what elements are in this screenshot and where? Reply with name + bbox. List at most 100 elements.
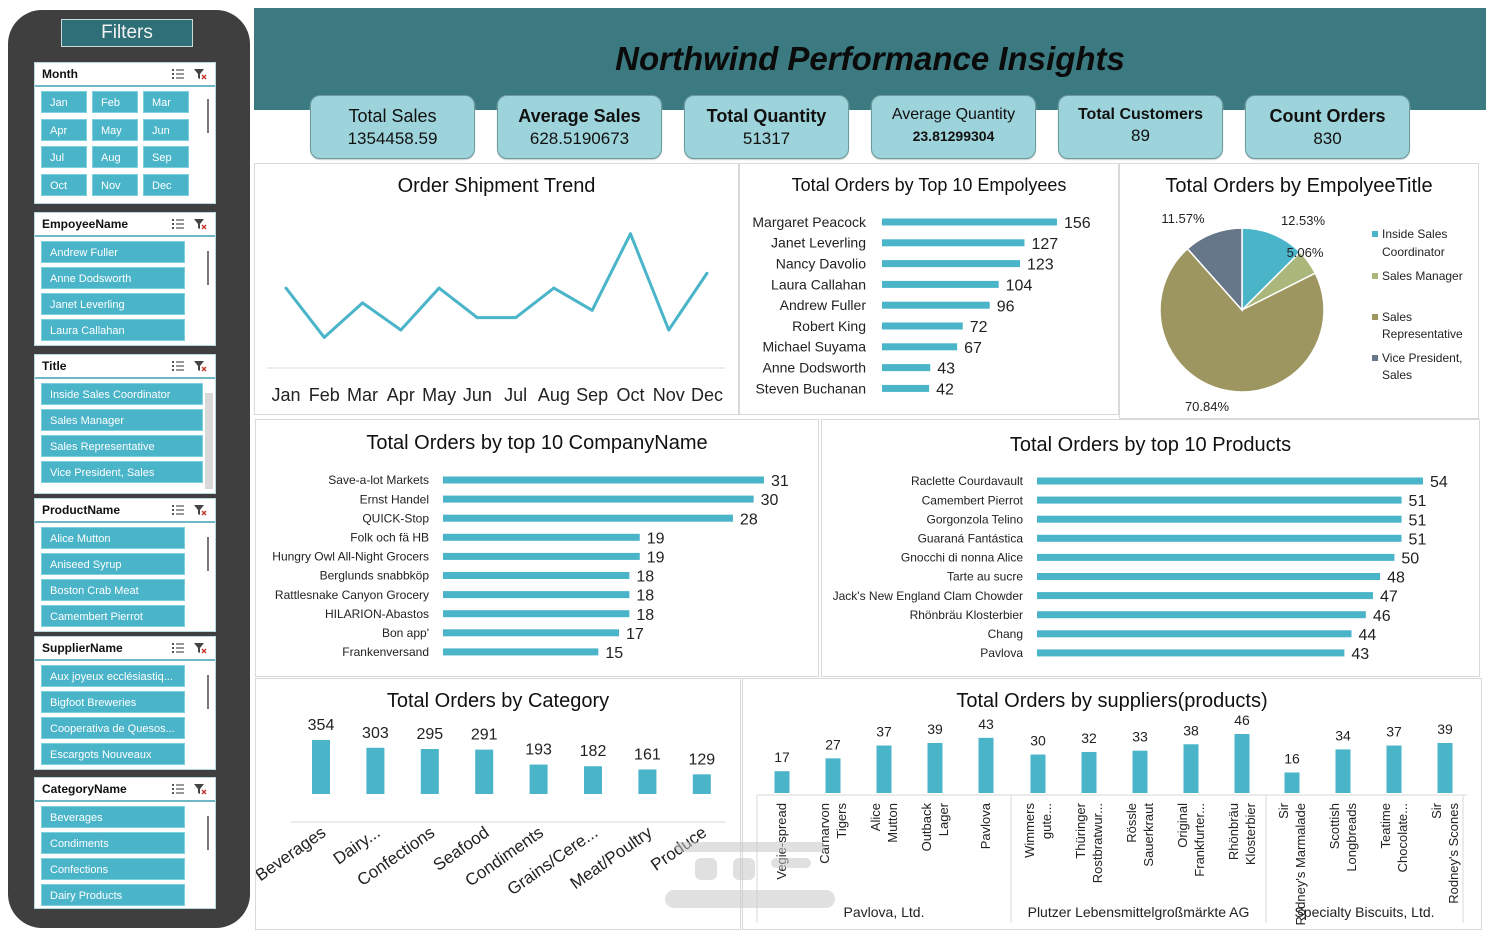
slicer-suppliername: SupplierName Aux joyeux ecclésiastiq... Bi… xyxy=(34,636,216,770)
slicer-items: Alice Mutton Aniseed Syrup Boston Crab Mea… xyxy=(35,523,215,629)
slicer-item[interactable]: Condiments xyxy=(41,832,185,854)
multi-select-icon[interactable] xyxy=(171,504,185,516)
multi-select-icon[interactable] xyxy=(171,360,185,372)
data-label: 182 xyxy=(580,743,607,760)
data-label: 54 xyxy=(1430,474,1448,491)
x-tick-label: Wimmers gute... xyxy=(1022,803,1054,858)
multi-select-icon[interactable] xyxy=(171,218,185,230)
data-label: 46 xyxy=(1373,608,1391,625)
x-tick-label: Jun xyxy=(463,385,492,405)
slicer-item[interactable]: Sales Representative xyxy=(41,435,203,457)
slicer-item[interactable]: Inside Sales Coordinator xyxy=(41,383,203,405)
x-tick-label: Sep xyxy=(576,385,608,405)
kpi-card: Total Customers 89 xyxy=(1058,95,1223,159)
pie-slice xyxy=(1241,227,1302,312)
suppliers-card: Total Orders by suppliers(products) 17 Ve… xyxy=(742,678,1482,930)
slicer-item[interactable]: Apr xyxy=(41,118,87,141)
slicer-item[interactable]: Jun xyxy=(143,118,189,141)
multi-select-icon[interactable] xyxy=(171,783,185,795)
slicer-item[interactable]: May xyxy=(92,118,138,141)
data-label: 37 xyxy=(876,724,892,740)
slicer-item[interactable]: Beverages xyxy=(41,806,185,828)
data-label: 51 xyxy=(1409,531,1427,548)
bar xyxy=(882,384,930,392)
slicer-item[interactable]: Confections xyxy=(41,858,185,880)
bar xyxy=(443,476,764,484)
data-point xyxy=(552,286,556,290)
kpi-value: 1354458.59 xyxy=(347,129,438,148)
clear-filter-icon[interactable] xyxy=(193,218,207,230)
slicer-item[interactable]: Jul xyxy=(41,146,87,168)
slicer-item[interactable]: Camembert Pierrot xyxy=(41,605,185,627)
slice-label: 11.57% xyxy=(1161,211,1205,226)
slicer-item[interactable]: Oct xyxy=(41,173,87,196)
bar xyxy=(1037,592,1373,600)
clear-filter-icon[interactable] xyxy=(193,68,207,80)
slicer-item[interactable]: Feb xyxy=(92,91,138,113)
slicer-item[interactable]: Sales Manager xyxy=(41,409,203,431)
slicer-item[interactable]: Alice Mutton xyxy=(41,527,185,549)
slicer-item[interactable]: Jan xyxy=(41,91,87,113)
chart-title: Total Orders by top 10 Products xyxy=(1009,434,1292,456)
slicer-item[interactable]: Anne Dodsworth xyxy=(41,267,185,289)
bar xyxy=(1037,611,1366,619)
slicer-item[interactable]: Dec xyxy=(143,173,189,196)
x-tick-label: May xyxy=(422,385,456,405)
group-label: Specialty Biscuits, Ltd. xyxy=(1294,904,1434,920)
slicer-item[interactable]: Laura Callahan xyxy=(41,319,185,341)
slicer-item[interactable]: Cooperativa de Quesos... xyxy=(41,717,185,739)
slicer-item[interactable]: Sep xyxy=(143,146,189,168)
clear-filter-icon[interactable] xyxy=(193,642,207,654)
slicer-scrollbar[interactable] xyxy=(207,251,209,285)
category-label: Margaret Peacock xyxy=(752,214,867,230)
slicer-item[interactable]: Mar xyxy=(143,91,189,113)
clear-filter-icon[interactable] xyxy=(193,360,207,372)
slicer-empoyeename: EmpoyeeName Andrew Fuller Anne Dodsworth Ja… xyxy=(34,212,216,346)
slicer-scrollbar[interactable] xyxy=(205,393,213,489)
bar xyxy=(1183,744,1199,793)
multi-select-icon[interactable] xyxy=(171,642,185,654)
multi-select-icon[interactable] xyxy=(171,68,185,80)
data-label: 18 xyxy=(636,607,654,624)
bar xyxy=(443,552,640,560)
slicer-item[interactable]: Vice President, Sales xyxy=(41,461,203,483)
slicer-scrollbar[interactable] xyxy=(207,816,209,850)
slicer-item[interactable]: Aux joyeux ecclésiastiq... xyxy=(41,665,185,687)
data-label: 32 xyxy=(1081,730,1097,746)
bar xyxy=(1386,745,1402,793)
slicer-item[interactable]: Bigfoot Breweries xyxy=(41,691,185,713)
companies-bar-chart: Save-a-lot Markets 31 Ernst Handel 30 QUICK-… xyxy=(272,473,789,662)
titles-pie-chart: 12.53% 5.06% 70.84% 11.57% Inside Sales Coord… xyxy=(1159,211,1463,414)
slicer-item[interactable]: Andrew Fuller xyxy=(41,241,185,263)
slicer-scrollbar[interactable] xyxy=(207,537,209,571)
data-label: 44 xyxy=(1359,627,1377,644)
slicer-item[interactable]: Aniseed Syrup xyxy=(41,553,185,575)
x-tick-label: Alice Mutton xyxy=(868,803,900,843)
legend-label: Inside Sales Coordinator xyxy=(1382,227,1447,259)
slicer-title: CategoryName xyxy=(42,782,127,796)
slicer-scrollbar[interactable] xyxy=(207,675,209,709)
slicer-item[interactable]: Escargots Nouveaux xyxy=(41,743,185,765)
clear-filter-icon[interactable] xyxy=(193,504,207,516)
bar xyxy=(443,591,630,599)
slicer-item[interactable]: Janet Leverling xyxy=(41,293,185,315)
bar xyxy=(1037,649,1345,657)
kpi-label: Total Quantity xyxy=(706,106,827,126)
data-label: 37 xyxy=(1386,724,1402,740)
clear-filter-icon[interactable] xyxy=(193,783,207,795)
x-tick-label: Rössle Sauerkraut xyxy=(1124,803,1156,867)
data-label: 104 xyxy=(1006,277,1033,294)
x-tick-label: Rhönbräu Klosterbier xyxy=(1226,802,1258,865)
category-label: Michael Suyama xyxy=(763,339,867,355)
bar xyxy=(774,771,790,793)
slicer-item[interactable]: Boston Crab Meat xyxy=(41,579,185,601)
bar xyxy=(1030,754,1046,793)
slicer-item[interactable]: Nov xyxy=(92,173,138,196)
page-title: Northwind Performance Insights xyxy=(615,40,1125,77)
x-tick-label: Aug xyxy=(538,385,570,405)
data-label: 18 xyxy=(636,569,654,586)
slicer-scrollbar[interactable] xyxy=(207,99,209,133)
slicer-item[interactable]: Aug xyxy=(92,146,138,168)
x-tick-label: Teatime Chocolate... xyxy=(1378,803,1410,872)
slicer-item[interactable]: Dairy Products xyxy=(41,884,185,906)
